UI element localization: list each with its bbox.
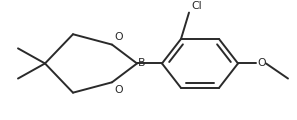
Text: Cl: Cl xyxy=(191,1,202,11)
Text: O: O xyxy=(257,58,266,68)
Text: B: B xyxy=(138,58,146,68)
Text: O: O xyxy=(114,32,123,42)
Text: O: O xyxy=(114,85,123,95)
